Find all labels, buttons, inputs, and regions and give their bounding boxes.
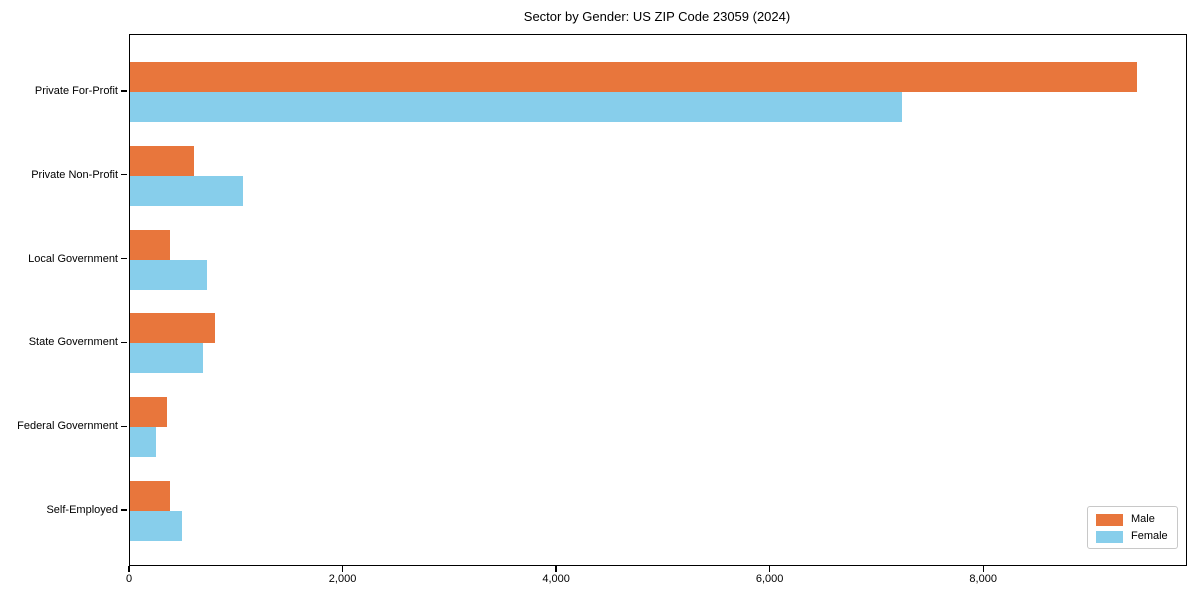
y-tick-label-state-government: State Government — [28, 336, 118, 349]
x-tick-label-4-000: 4,000 — [542, 573, 570, 585]
bar-male-self-employed — [130, 481, 170, 511]
bar-male-federal-government — [130, 397, 167, 428]
bar-male-private-non-profit — [130, 145, 195, 176]
bar-female-self-employed — [130, 511, 183, 541]
legend-item-female: Female — [1096, 530, 1171, 543]
legend-item-male: Male — [1096, 513, 1171, 526]
x-tick-label-0: 0 — [125, 573, 133, 585]
x-tick — [982, 565, 984, 572]
legend-label-female: Female — [1131, 530, 1168, 542]
bar-male-state-government — [130, 313, 215, 344]
chart-title: Sector by Gender: US ZIP Code 23059 (202… — [523, 9, 791, 24]
bar-female-state-government — [130, 343, 204, 374]
bar-female-federal-government — [130, 427, 157, 458]
y-tick — [121, 509, 127, 511]
bar-female-local-government — [130, 259, 207, 290]
x-tick-label-2-000: 2,000 — [328, 573, 357, 585]
y-tick-label-private-non-profit: Private Non-Profit — [31, 168, 118, 181]
y-tick — [121, 174, 127, 176]
bar-female-private-non-profit — [130, 175, 244, 206]
x-tick — [769, 565, 771, 572]
x-tick — [128, 565, 130, 572]
x-tick — [341, 565, 344, 572]
x-tick-label-8-000: 8,000 — [969, 573, 997, 585]
x-tick-label-6-000: 6,000 — [755, 573, 784, 585]
y-tick-label-private-for-profit: Private For-Profit — [34, 85, 118, 97]
y-tick-label-local-government: Local Government — [28, 252, 118, 265]
legend-swatch-female — [1096, 530, 1123, 543]
plot-area — [129, 34, 1187, 566]
bar-male-private-for-profit — [130, 62, 1137, 92]
y-tick-label-self-employed: Self-Employed — [46, 504, 118, 516]
legend-label-male: Male — [1131, 513, 1155, 525]
x-tick — [555, 565, 557, 572]
y-tick — [121, 258, 127, 260]
y-tick — [121, 425, 127, 427]
y-tick-label-federal-government: Federal Government — [17, 420, 118, 433]
y-tick — [121, 90, 127, 92]
y-tick — [121, 341, 127, 343]
legend: Male Female — [1087, 506, 1178, 549]
legend-swatch-male — [1096, 513, 1123, 526]
bar-female-private-for-profit — [130, 92, 902, 122]
bar-male-local-government — [130, 229, 170, 260]
